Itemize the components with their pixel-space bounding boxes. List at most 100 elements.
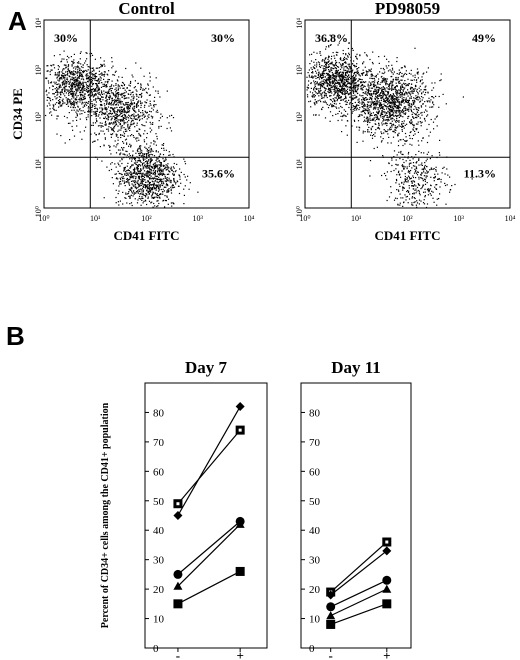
data-point [151,178,152,179]
data-point [96,114,97,115]
data-point [106,103,107,104]
data-point [95,100,96,101]
data-point [128,106,129,107]
data-point [92,92,93,93]
data-point [136,115,137,116]
data-point [75,107,76,108]
data-point [151,173,152,174]
data-point [147,163,148,164]
data-point [81,79,82,80]
data-point [147,185,148,186]
data-point [97,108,98,109]
data-point [354,83,355,84]
data-point [367,71,368,72]
data-point [406,70,407,71]
data-point [50,71,51,72]
data-point [336,52,337,53]
data-point [110,116,111,117]
data-point [400,115,401,116]
data-point [386,65,387,66]
data-point [54,93,55,94]
data-point [91,79,92,80]
data-point [334,93,335,94]
data-point [116,87,117,88]
data-point [395,88,396,89]
data-point [140,179,141,180]
data-point [126,112,127,113]
data-point [392,99,393,100]
data-point [88,66,89,67]
data-point [67,73,68,74]
data-point [151,142,152,143]
data-point [309,76,310,77]
data-point [333,95,334,96]
data-point [383,87,384,88]
data-point [434,187,435,188]
data-point [391,83,392,84]
data-point [344,92,345,93]
data-point [355,108,356,109]
data-point [327,75,328,76]
data-point [320,51,321,52]
data-point [148,117,149,118]
data-point [72,74,73,75]
data-point [144,89,145,90]
data-point [411,119,412,120]
data-point [345,70,346,71]
data-point [315,88,316,89]
data-point [357,89,358,90]
data-point [106,84,107,85]
data-point [62,85,63,86]
data-point [105,121,106,122]
data-point [66,86,67,87]
data-point [122,150,123,151]
data-point [343,88,344,89]
data-point [114,119,115,120]
data-point [165,176,166,177]
data-point [340,97,341,98]
data-point [423,91,424,92]
data-point [415,177,416,178]
data-point [123,136,124,137]
data-point [150,165,151,166]
data-point [183,203,184,204]
data-point [123,147,124,148]
flow-dots [306,35,472,209]
data-point [358,67,359,68]
data-point [411,145,412,146]
data-point [100,146,101,147]
data-point [144,147,145,148]
data-point [141,191,142,192]
data-point [157,205,158,206]
data-point [68,64,69,65]
data-point [432,106,433,107]
data-point [409,198,410,199]
data-point [386,113,387,114]
data-point [122,192,123,193]
data-point [145,196,146,197]
data-point [424,166,425,167]
data-point [350,90,351,91]
data-point [337,74,338,75]
data-point [346,81,347,82]
data-point [163,182,164,183]
data-point [397,105,398,106]
data-point [120,103,121,104]
data-point [330,63,331,64]
data-point [416,114,417,115]
data-point [150,124,151,125]
data-point [57,72,58,73]
data-point [147,133,148,134]
data-point [120,137,121,138]
data-point [88,111,89,112]
data-point [420,86,421,87]
data-point [414,173,415,174]
data-point [157,197,158,198]
data-point [370,105,371,106]
data-point [130,99,131,100]
data-point [437,125,438,126]
data-point [407,109,408,110]
data-point [382,124,383,125]
data-point [86,89,87,90]
data-point [47,71,48,72]
